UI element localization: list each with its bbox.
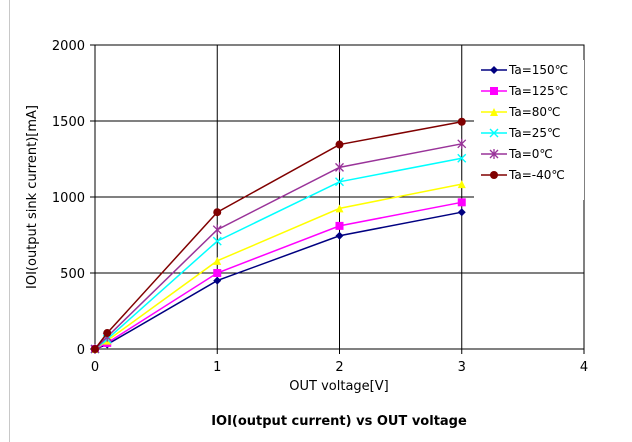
data-point [457,138,467,149]
data-point [457,180,466,189]
data-point [335,140,344,149]
data-point [457,208,466,217]
legend-entry: Ta=25℃ [481,126,561,140]
data-point [489,149,499,159]
data-point [213,269,222,277]
data-point [457,153,467,163]
x-tick-label: 4 [580,360,588,375]
data-point [212,224,222,235]
legend-label: Ta=0℃ [508,147,553,161]
legend-entry: Ta=-40℃ [481,168,565,182]
left-frame-line [9,0,10,442]
marker-stroke [212,236,222,246]
data-point [213,208,222,217]
data-point [335,177,344,187]
y-tick-label: 2000 [52,39,85,54]
legend-label: Ta=-40℃ [508,168,565,182]
data-point [335,204,344,213]
legend-label: Ta=150℃ [508,63,568,77]
data-point [213,276,222,285]
data-point [457,198,466,207]
y-axis-title: IOI(output sink current)[mA] [25,105,40,289]
legend-label: Ta=25℃ [508,126,561,140]
marker-stroke [335,177,344,187]
legend-entry: Ta=150℃ [481,63,568,77]
y-tick-label: 1000 [52,191,85,206]
data-point [212,236,222,246]
data-point [490,108,498,116]
data-point [489,128,499,138]
data-point [490,66,498,74]
series-6 [91,117,466,353]
legend-label: Ta=125℃ [508,84,568,98]
y-tick-label: 1500 [52,115,85,130]
data-point [103,329,112,338]
legend-entry: Ta=125℃ [481,84,568,98]
x-tick-label: 3 [458,360,466,375]
legend: Ta=150℃ Ta=125℃ Ta=80℃ Ta=25℃ Ta=0℃ Ta=-40℃ [474,60,584,200]
y-tick-label: 500 [60,267,85,282]
data-point [335,231,344,240]
data-point [490,87,498,95]
x-axis-title: OUT voltage[V] [289,379,388,394]
legend-label: Ta=80℃ [508,105,561,119]
x-tick-label: 0 [91,360,99,375]
legend-entry: Ta=80℃ [481,105,561,119]
data-point [457,117,466,126]
tick-labels: 0 1 2 3 4 0 500 1000 1500 2000 [52,39,588,375]
data-point [213,256,222,265]
data-point [490,171,498,179]
marker-stroke [457,153,467,163]
data-point [91,345,99,353]
y-tick-label: 0 [77,343,85,358]
legend-entry: Ta=0℃ [481,147,553,161]
data-point [335,162,344,173]
series-layer [90,117,467,354]
chart-caption: IOI(output current) vs OUT voltage [211,414,467,429]
x-tick-label: 1 [213,360,221,375]
marker-stroke [489,128,499,138]
x-tick-label: 2 [335,360,343,375]
series-4 [90,153,467,354]
data-point [335,221,344,230]
